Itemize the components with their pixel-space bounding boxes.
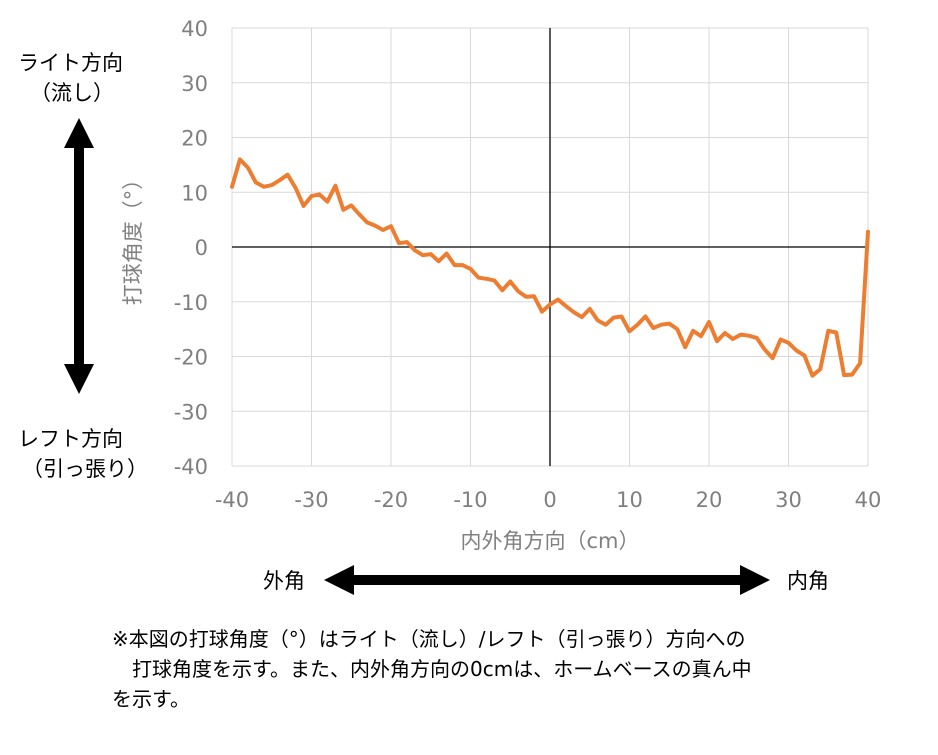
right-direction-line1: ライト方向: [18, 51, 123, 75]
footnote: ※本図の打球角度（°）はライト（流し）/レフト（引っ張り）方向への 打球角度を示…: [112, 624, 932, 714]
y-tick-label: 10: [181, 181, 208, 205]
vertical-double-arrow: [64, 118, 94, 394]
horizontal-double-arrow: [324, 565, 770, 595]
x-tick-label: -10: [453, 488, 487, 512]
right-direction-label: ライト方向 （流し）: [18, 48, 123, 108]
left-direction-line2: （引っ張り）: [22, 457, 148, 481]
footnote-line2: 打球角度を示す。また、内外角方向の0cmは、ホームベースの真ん中: [112, 657, 752, 681]
y-tick-label: -10: [174, 291, 208, 315]
y-tick-label: 40: [181, 17, 208, 41]
y-tick-label: 0: [195, 236, 208, 260]
x-tick-label: 20: [696, 488, 723, 512]
footnote-line1: ※本図の打球角度（°）はライト（流し）/レフト（引っ張り）方向への: [112, 627, 746, 651]
right-end-label: 内角: [787, 569, 829, 593]
x-tick-label: 30: [775, 488, 802, 512]
x-tick-label: -20: [374, 488, 408, 512]
y-axis-label: 打球角度（°）: [121, 169, 145, 306]
footnote-line3: を示す。: [112, 687, 190, 711]
y-tick-label: -20: [174, 346, 208, 370]
left-direction-label: レフト方向 （引っ張り）: [18, 424, 148, 484]
y-tick-label: 30: [181, 72, 208, 96]
chart-tick-labels: -40 -30 -20 -10 0 10 20 30 40 40 30 20 10 0 -10 -20 -30 -…: [174, 17, 882, 512]
x-axis-label: 内外角方向（cm）: [460, 529, 639, 553]
right-direction-line2: （流し）: [30, 81, 114, 105]
left-end-label: 外角: [263, 569, 305, 593]
series-line: [230, 157, 870, 378]
y-tick-label: 20: [181, 127, 208, 151]
x-tick-label: -30: [294, 488, 328, 512]
x-tick-label: 40: [855, 488, 882, 512]
left-direction-line1: レフト方向: [18, 427, 123, 451]
x-tick-label: 10: [616, 488, 643, 512]
x-tick-label: -40: [215, 488, 249, 512]
chart-axes: [232, 28, 868, 466]
y-tick-label: -40: [174, 455, 208, 479]
y-tick-label: -30: [174, 400, 208, 424]
chart: -40 -30 -20 -10 0 10 20 30 40 40 30 20 10 0 -10 -20 -30 -…: [64, 17, 882, 595]
x-tick-label: 0: [543, 488, 556, 512]
chart-series: [230, 157, 870, 378]
